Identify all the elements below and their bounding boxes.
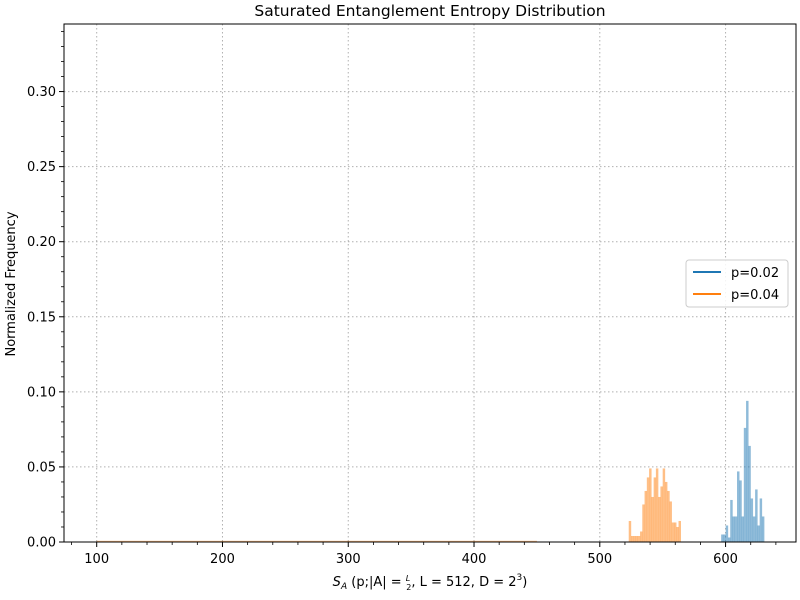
histogram-bar <box>674 522 677 542</box>
histogram-bar <box>671 522 675 542</box>
histogram-bar <box>662 468 666 542</box>
histogram-bar <box>646 477 650 542</box>
histogram-bar <box>752 516 756 542</box>
x-axis-label: SA (p;|A| = L 2, L = 512, D = 23) <box>333 573 528 592</box>
histogram-bar <box>642 504 645 542</box>
legend: p=0.02 p=0.04 <box>685 259 789 308</box>
x-tick-label: 200 <box>210 552 235 567</box>
histogram-bar <box>721 534 724 542</box>
axis-ticks: 100 200 300 400 500 600 0.00 0.05 0.10 0.15 0.20 0.… <box>27 31 777 567</box>
xlabel-frac-den: 2 <box>406 583 411 592</box>
histogram-bar <box>723 534 726 542</box>
x-tick-label: 300 <box>336 552 361 567</box>
histogram-bar <box>630 535 634 542</box>
x-tick-label: 500 <box>587 552 612 567</box>
xlabel-frac-num: L <box>406 574 410 583</box>
histogram-bar <box>757 525 760 542</box>
chart-title: Saturated Entanglement Entropy Distribut… <box>254 2 605 20</box>
histogram-bar <box>732 516 735 542</box>
histogram-bar <box>664 481 668 542</box>
y-tick-label: 0.20 <box>27 235 56 250</box>
y-axis-label: Normalized Frequency <box>4 211 19 356</box>
histogram-bar <box>669 501 672 542</box>
xlabel-mid: , L = 512, D = 2 <box>411 575 516 590</box>
xlabel-close: ) <box>522 575 527 590</box>
histogram-bar <box>635 535 638 542</box>
histogram-bar <box>678 520 681 542</box>
histogram-bar <box>658 496 661 542</box>
histogram-bar <box>746 400 749 542</box>
histogram-bar <box>727 537 731 542</box>
histogram-bar <box>676 526 679 542</box>
histogram-bar <box>628 520 632 542</box>
histogram-bar <box>637 535 641 542</box>
y-tick-label: 0.25 <box>27 160 56 175</box>
histogram-bar <box>755 489 758 542</box>
histogram-bar <box>649 468 652 542</box>
xlabel-subscript: A <box>340 582 347 592</box>
y-tick-label: 0.10 <box>27 385 56 400</box>
histogram-bar <box>644 490 648 542</box>
legend-label-p002: p=0.02 <box>731 266 779 281</box>
x-tick-label: 400 <box>462 552 487 567</box>
histogram-bar <box>759 498 763 542</box>
histogram-bar <box>655 468 659 542</box>
histogram-bar <box>748 445 751 542</box>
y-tick-label: 0.00 <box>27 536 56 551</box>
histogram-bar <box>653 477 657 542</box>
histogram-bar <box>743 427 747 542</box>
y-tick-label: 0.05 <box>27 460 56 475</box>
histogram-bar <box>734 516 738 542</box>
xlabel-symbol: S <box>333 575 341 590</box>
histogram-bar <box>640 531 643 542</box>
histogram-bar <box>739 480 742 542</box>
xlabel-exp: 3 <box>517 573 523 583</box>
x-tick-label: 100 <box>84 552 109 567</box>
histogram-bar <box>761 516 765 542</box>
svg-text:SA (p;|A| = L2, L = 512, D = 2: SA (p;|A| = L 2, L = 512, D = 23) <box>333 573 528 592</box>
xlabel-open: (p;|A| = <box>347 575 406 590</box>
histogram-bars <box>96 400 765 542</box>
y-tick-label: 0.30 <box>27 85 56 100</box>
histogram-bar <box>750 498 754 542</box>
histogram-bar <box>633 535 636 542</box>
histogram-bar <box>667 490 670 542</box>
histogram-bar <box>651 496 654 542</box>
histogram-bar <box>660 486 663 542</box>
histogram-bar <box>730 499 733 542</box>
plot-frame <box>63 23 797 543</box>
x-tick-label: 600 <box>713 552 738 567</box>
histogram-bar <box>741 516 745 542</box>
y-tick-label: 0.15 <box>27 310 56 325</box>
histogram-bar <box>737 471 740 542</box>
legend-label-p004: p=0.04 <box>731 288 779 303</box>
baseline-bar-1 <box>96 540 537 542</box>
histogram-bar <box>725 525 729 542</box>
